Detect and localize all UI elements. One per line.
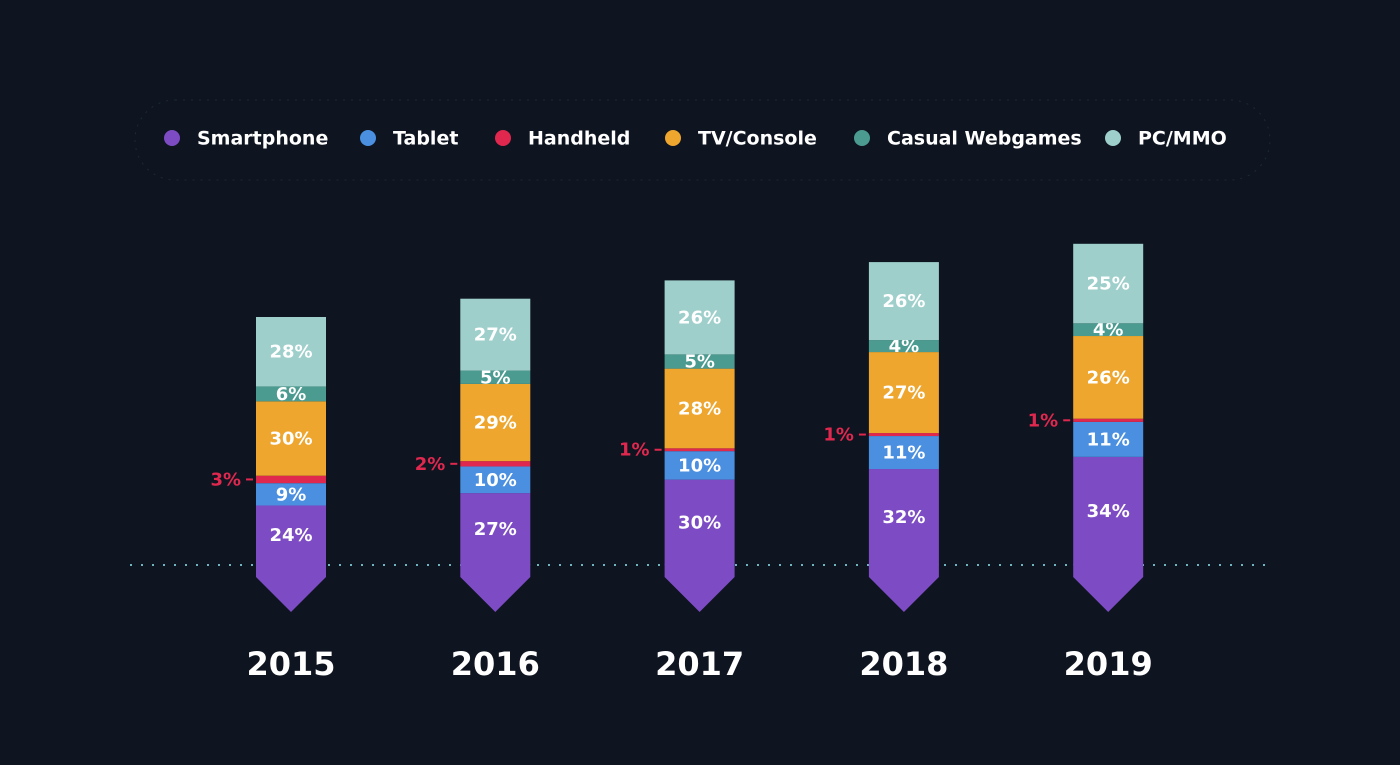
legend-label: TV/Console bbox=[698, 128, 817, 150]
bar-segment bbox=[1073, 418, 1144, 422]
legend-label: Handheld bbox=[528, 128, 630, 150]
value-label: 26% bbox=[882, 291, 925, 312]
value-label: 24% bbox=[269, 525, 312, 546]
bar-segment bbox=[460, 383, 531, 462]
x-tick-label: 2019 bbox=[1064, 645, 1153, 683]
value-label: 30% bbox=[269, 429, 312, 450]
value-label: 27% bbox=[882, 383, 925, 404]
value-label: 30% bbox=[678, 512, 721, 533]
legend-dot bbox=[495, 130, 511, 146]
bar-segment bbox=[256, 386, 326, 402]
x-tick-label: 2016 bbox=[451, 645, 540, 683]
value-label: 26% bbox=[1087, 367, 1130, 388]
legend-label: Tablet bbox=[393, 128, 458, 150]
bar-segment bbox=[460, 493, 531, 565]
legend-dot bbox=[1105, 130, 1121, 146]
legend-label: Casual Webgames bbox=[887, 128, 1082, 150]
x-tick-label: 2018 bbox=[859, 645, 948, 683]
bar-tip bbox=[256, 564, 326, 612]
value-label: 28% bbox=[269, 342, 312, 363]
value-label: 9% bbox=[276, 484, 307, 505]
legend-label: PC/MMO bbox=[1138, 128, 1227, 150]
bar-segment bbox=[868, 352, 939, 434]
value-label: 26% bbox=[678, 307, 721, 328]
legend-dot bbox=[854, 130, 870, 146]
value-label: 25% bbox=[1087, 274, 1130, 295]
bar-segment bbox=[664, 448, 735, 452]
bar-segment bbox=[868, 436, 939, 470]
bar-segment bbox=[1073, 323, 1144, 337]
bar-segment bbox=[664, 280, 735, 355]
x-tick-label: 2015 bbox=[246, 645, 335, 683]
bar-segment bbox=[460, 461, 531, 467]
bar-segment bbox=[1073, 243, 1144, 324]
value-label: 3% bbox=[210, 469, 241, 490]
value-label: 27% bbox=[474, 519, 517, 540]
value-label: 10% bbox=[474, 470, 517, 491]
bar-segment bbox=[868, 340, 939, 353]
bar-segment bbox=[256, 401, 326, 476]
bar-segment bbox=[460, 466, 531, 494]
value-label: 1% bbox=[619, 440, 650, 461]
bar-segment bbox=[868, 433, 939, 437]
value-label: 4% bbox=[1093, 320, 1124, 341]
value-label: 11% bbox=[1087, 429, 1130, 450]
bar-tip bbox=[868, 564, 939, 612]
value-label: 6% bbox=[276, 384, 307, 405]
legend-label: Smartphone bbox=[197, 128, 328, 150]
x-tick-label: 2017 bbox=[655, 645, 744, 683]
value-label: 29% bbox=[474, 413, 517, 434]
bar-segment bbox=[256, 475, 326, 484]
bar-segment bbox=[664, 451, 735, 480]
bar-segment bbox=[868, 469, 939, 565]
value-label: 2% bbox=[415, 454, 446, 475]
bar-segment bbox=[1073, 456, 1144, 565]
bar-segment bbox=[256, 317, 326, 387]
bar-segment bbox=[664, 479, 735, 565]
value-label: 32% bbox=[882, 507, 925, 528]
bar-segment bbox=[664, 354, 735, 369]
value-label: 28% bbox=[678, 398, 721, 419]
legend-dot bbox=[665, 130, 681, 146]
bar-segment bbox=[256, 505, 326, 565]
bar-segment bbox=[460, 370, 531, 384]
value-label: 27% bbox=[474, 325, 517, 346]
bar-tip bbox=[1073, 564, 1144, 612]
legend-dot bbox=[360, 130, 376, 146]
bar-tip bbox=[664, 564, 735, 612]
value-label: 10% bbox=[678, 455, 721, 476]
value-label: 5% bbox=[480, 367, 511, 388]
value-label: 11% bbox=[882, 443, 925, 464]
value-label: 1% bbox=[1028, 410, 1059, 431]
bar-segment bbox=[1073, 336, 1144, 419]
value-label: 4% bbox=[889, 336, 920, 357]
value-label: 5% bbox=[684, 352, 715, 373]
bar-segment bbox=[868, 262, 939, 341]
bar-segment bbox=[460, 298, 531, 371]
bar-segment bbox=[664, 368, 735, 449]
bar-segment bbox=[1073, 421, 1144, 457]
bar-segment bbox=[256, 483, 326, 506]
value-label: 1% bbox=[823, 425, 854, 446]
bar-tip bbox=[460, 564, 531, 612]
legend-dot bbox=[164, 130, 180, 146]
value-label: 34% bbox=[1087, 501, 1130, 522]
